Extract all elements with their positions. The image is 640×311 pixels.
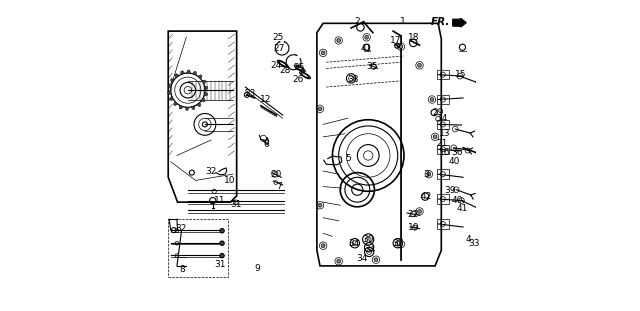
Text: 37: 37 (392, 239, 403, 248)
Text: 41: 41 (457, 204, 468, 213)
Text: 8: 8 (180, 265, 186, 273)
Text: 14: 14 (437, 114, 449, 123)
Circle shape (321, 244, 325, 248)
Text: 34: 34 (356, 254, 368, 263)
Text: 26: 26 (292, 75, 303, 84)
Text: 28: 28 (280, 66, 291, 75)
Circle shape (318, 107, 322, 111)
Circle shape (418, 63, 421, 67)
Polygon shape (204, 92, 208, 96)
Text: 20: 20 (271, 170, 282, 179)
Polygon shape (204, 86, 208, 90)
Text: 16: 16 (438, 148, 450, 157)
Polygon shape (186, 70, 191, 73)
Polygon shape (168, 90, 172, 95)
Circle shape (399, 242, 403, 246)
Polygon shape (168, 84, 172, 89)
Text: 3: 3 (423, 170, 429, 179)
Polygon shape (173, 101, 178, 106)
Text: 39: 39 (444, 186, 456, 195)
Polygon shape (175, 74, 179, 78)
Bar (436, 194, 449, 204)
Text: 19: 19 (408, 223, 419, 231)
Text: 7: 7 (276, 182, 282, 191)
Bar (168, 219, 228, 277)
Circle shape (220, 229, 224, 233)
Text: FR.: FR. (431, 17, 451, 27)
Text: 21: 21 (436, 139, 447, 147)
Circle shape (337, 259, 340, 263)
Text: 5: 5 (345, 154, 351, 163)
Circle shape (321, 51, 325, 55)
Text: 15: 15 (455, 70, 467, 79)
Text: 34: 34 (364, 245, 376, 254)
Text: 9: 9 (254, 264, 260, 272)
Circle shape (430, 98, 434, 101)
Polygon shape (192, 71, 196, 75)
Polygon shape (201, 97, 205, 102)
Bar (436, 70, 449, 79)
Text: 34: 34 (348, 239, 359, 248)
FancyArrow shape (452, 18, 466, 27)
Text: 22: 22 (408, 210, 419, 219)
Bar (436, 120, 449, 129)
Text: 17: 17 (390, 36, 402, 45)
Polygon shape (185, 107, 189, 110)
Circle shape (220, 241, 224, 245)
Text: 35: 35 (367, 63, 378, 71)
Text: 10: 10 (224, 176, 236, 185)
Text: 41: 41 (361, 44, 372, 53)
Polygon shape (179, 105, 184, 109)
Text: 30: 30 (362, 235, 374, 244)
Text: 31: 31 (214, 261, 226, 269)
Polygon shape (202, 80, 206, 84)
Text: 13: 13 (438, 129, 450, 138)
Polygon shape (196, 102, 201, 107)
Circle shape (337, 39, 340, 42)
Text: 23: 23 (244, 89, 256, 98)
Text: 32: 32 (205, 167, 217, 176)
Text: 25: 25 (293, 63, 305, 72)
Circle shape (220, 253, 224, 258)
Bar (436, 169, 449, 179)
Text: 31: 31 (230, 200, 242, 209)
Text: 33: 33 (468, 239, 480, 248)
Text: 42: 42 (420, 192, 431, 201)
Circle shape (427, 172, 431, 176)
Circle shape (365, 35, 369, 39)
Text: 29: 29 (433, 108, 444, 117)
Circle shape (418, 210, 421, 213)
Text: 6: 6 (264, 140, 269, 149)
Circle shape (399, 45, 403, 49)
Circle shape (318, 203, 322, 207)
Text: 18: 18 (408, 33, 419, 42)
Circle shape (433, 135, 437, 139)
Polygon shape (198, 75, 202, 79)
Text: 40: 40 (449, 157, 460, 166)
Polygon shape (191, 106, 195, 110)
Text: 38: 38 (347, 75, 358, 84)
Text: 12: 12 (260, 95, 271, 104)
Polygon shape (170, 79, 175, 83)
Text: 40: 40 (451, 196, 463, 205)
Polygon shape (180, 71, 185, 75)
Text: 25: 25 (273, 33, 284, 42)
Circle shape (374, 258, 378, 262)
Text: 36: 36 (452, 148, 463, 157)
Text: 11: 11 (214, 196, 226, 205)
Text: 24: 24 (270, 61, 282, 70)
Text: 4: 4 (466, 235, 472, 244)
Text: 1: 1 (399, 17, 405, 26)
Bar (436, 219, 449, 229)
Text: 32: 32 (175, 224, 186, 233)
Bar (436, 95, 449, 104)
Polygon shape (170, 96, 174, 100)
Text: 2: 2 (354, 17, 360, 26)
Text: 27: 27 (273, 44, 285, 53)
Bar (436, 145, 449, 154)
